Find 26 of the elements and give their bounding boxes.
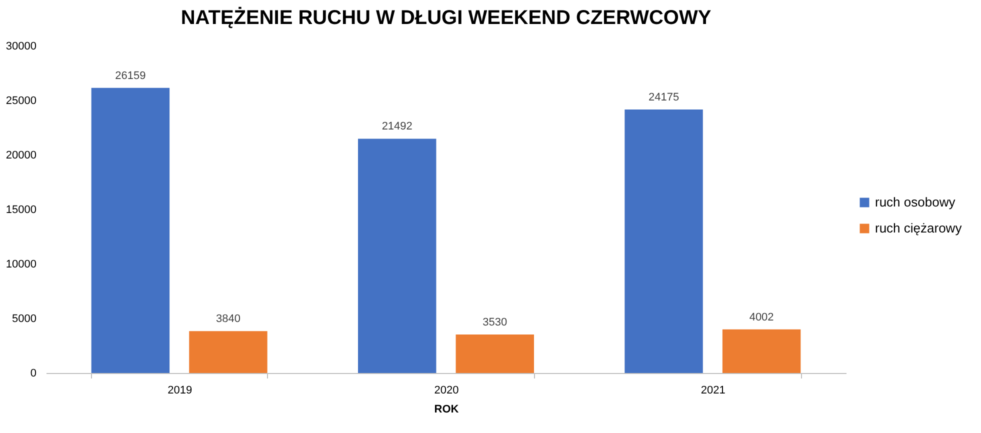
x-tick-label: 2019 — [168, 384, 192, 396]
y-tick-label: 10000 — [6, 258, 36, 270]
bar — [722, 329, 801, 373]
x-tick-label: 2020 — [434, 384, 459, 396]
data-label: 3530 — [482, 316, 508, 329]
bar — [91, 88, 170, 373]
bar — [456, 334, 534, 373]
data-label: 24175 — [648, 91, 680, 104]
legend-label: ruch osobowy — [875, 194, 956, 210]
bar — [189, 331, 268, 373]
data-label: 26159 — [115, 70, 146, 82]
y-tick-label: 0 — [30, 368, 36, 380]
x-tick-label: 2021 — [700, 384, 726, 396]
y-tick-label: 25000 — [6, 95, 36, 107]
bar — [624, 109, 703, 373]
y-tick-label: 30000 — [6, 40, 36, 52]
y-tick-label: 20000 — [6, 150, 36, 162]
y-tick-label: 15000 — [6, 204, 36, 216]
y-tick-label: 5000 — [12, 313, 36, 325]
data-label: 4002 — [749, 311, 774, 324]
data-label: 3840 — [216, 313, 240, 326]
legend-label: ruch ciężarowy — [875, 220, 962, 236]
chart-title: NATĘŻENIE RUCHU W DŁUGI WEEKEND CZERWCOWY — [180, 6, 712, 29]
bar — [358, 138, 436, 373]
data-label: 21492 — [382, 120, 412, 133]
x-axis-title: ROK — [434, 404, 459, 416]
